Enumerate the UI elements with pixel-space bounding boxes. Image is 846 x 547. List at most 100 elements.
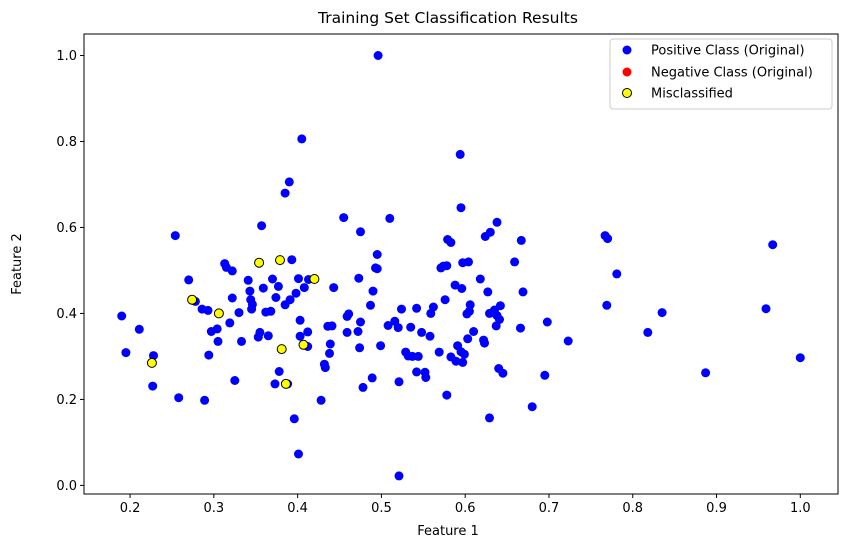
positive-point [273, 281, 283, 291]
x-tick-label: 0.8 [622, 501, 643, 516]
positive-point [263, 331, 273, 341]
positive-point [291, 288, 301, 298]
positive-point [442, 390, 452, 400]
positive-point [761, 304, 771, 314]
positive-point [320, 363, 330, 373]
legend: Positive Class (Original) Negative Class… [609, 38, 833, 110]
positive-point [527, 402, 537, 412]
positive-point [270, 379, 280, 389]
y-tick-label: 0.4 [56, 307, 77, 322]
positive-point [540, 370, 550, 380]
positive-point [297, 134, 307, 144]
positive-point [148, 381, 158, 391]
y-axis-label: Feature 2 [10, 233, 25, 295]
positive-point [516, 323, 525, 333]
x-tick-label: 0.4 [287, 501, 308, 516]
positive-point [412, 303, 422, 313]
positive-point [294, 449, 303, 459]
positive-point [200, 395, 210, 405]
positive-point [795, 353, 805, 363]
misclassified-point [298, 339, 309, 350]
x-tick-label: 0.7 [539, 501, 560, 516]
positive-point [602, 300, 612, 310]
positive-point [268, 274, 277, 284]
positive-point [459, 349, 469, 359]
positive-point [367, 373, 377, 383]
positive-point [266, 306, 276, 316]
positive-point [417, 327, 427, 337]
positive-point [325, 348, 334, 358]
positive-point [440, 295, 450, 305]
legend-entry-misclassified: Misclassified [622, 87, 733, 102]
positive-point [358, 382, 368, 392]
legend-marker-positive [622, 45, 632, 55]
misclassified-point [309, 274, 320, 284]
x-tick-label: 0.2 [120, 501, 141, 516]
legend-marker-misclassified [622, 88, 632, 98]
positive-point [316, 395, 326, 405]
misclassified-point [254, 257, 265, 268]
positive-point [230, 376, 240, 385]
positive-point [451, 356, 461, 366]
misclassified-point [280, 378, 291, 389]
positive-point [329, 283, 339, 293]
positive-point [285, 295, 295, 305]
positive-point [394, 471, 404, 481]
positive-point [303, 327, 313, 337]
misclassified-point [187, 294, 198, 305]
positive-point [485, 227, 495, 237]
positive-point [257, 221, 267, 231]
positive-point [456, 203, 466, 213]
positive-point [475, 274, 485, 284]
positive-point [463, 334, 473, 344]
positive-point [768, 240, 778, 250]
misclassified-point [213, 308, 224, 319]
positive-point [373, 51, 383, 60]
positive-point [149, 351, 158, 361]
positive-point [495, 301, 505, 311]
positive-point [492, 217, 502, 227]
positive-point [483, 287, 493, 297]
positive-point [516, 235, 526, 245]
positive-point [203, 305, 213, 315]
plot-points [117, 51, 805, 481]
positive-point [255, 327, 265, 337]
positive-point [412, 367, 422, 377]
positive-point [258, 283, 268, 293]
positive-point [457, 284, 467, 293]
positive-point [372, 250, 382, 259]
positive-point [271, 293, 281, 302]
positive-point [485, 413, 494, 423]
positive-point [394, 377, 404, 387]
positive-point [339, 213, 349, 223]
positive-point [213, 336, 223, 346]
positive-point [657, 308, 667, 318]
positive-point [406, 322, 416, 332]
y-tick-label: 0.2 [56, 393, 77, 408]
positive-point [612, 269, 622, 279]
y-tick-label: 0.0 [56, 479, 77, 494]
positive-point [376, 341, 386, 351]
y-tick-label: 0.8 [56, 135, 77, 150]
positive-point [495, 315, 504, 324]
positive-point [446, 238, 456, 247]
positive-point [184, 275, 194, 285]
positive-point [344, 309, 354, 319]
misclassified-point [276, 344, 287, 355]
positive-point [295, 315, 305, 325]
positive-point [245, 286, 255, 296]
positive-point [212, 324, 222, 334]
positive-point [518, 287, 528, 297]
plot-frame [83, 33, 839, 495]
positive-point [498, 368, 508, 378]
positive-point [353, 327, 363, 336]
legend-entry-negative: Negative Class (Original) [622, 66, 813, 81]
positive-point [289, 414, 299, 424]
positive-point [421, 373, 431, 382]
y-tick-label: 0.6 [56, 221, 77, 236]
positive-point [510, 257, 520, 267]
positive-point [469, 327, 479, 336]
x-tick-label: 0.3 [204, 501, 225, 516]
positive-point [237, 336, 246, 346]
positive-point [342, 327, 352, 337]
